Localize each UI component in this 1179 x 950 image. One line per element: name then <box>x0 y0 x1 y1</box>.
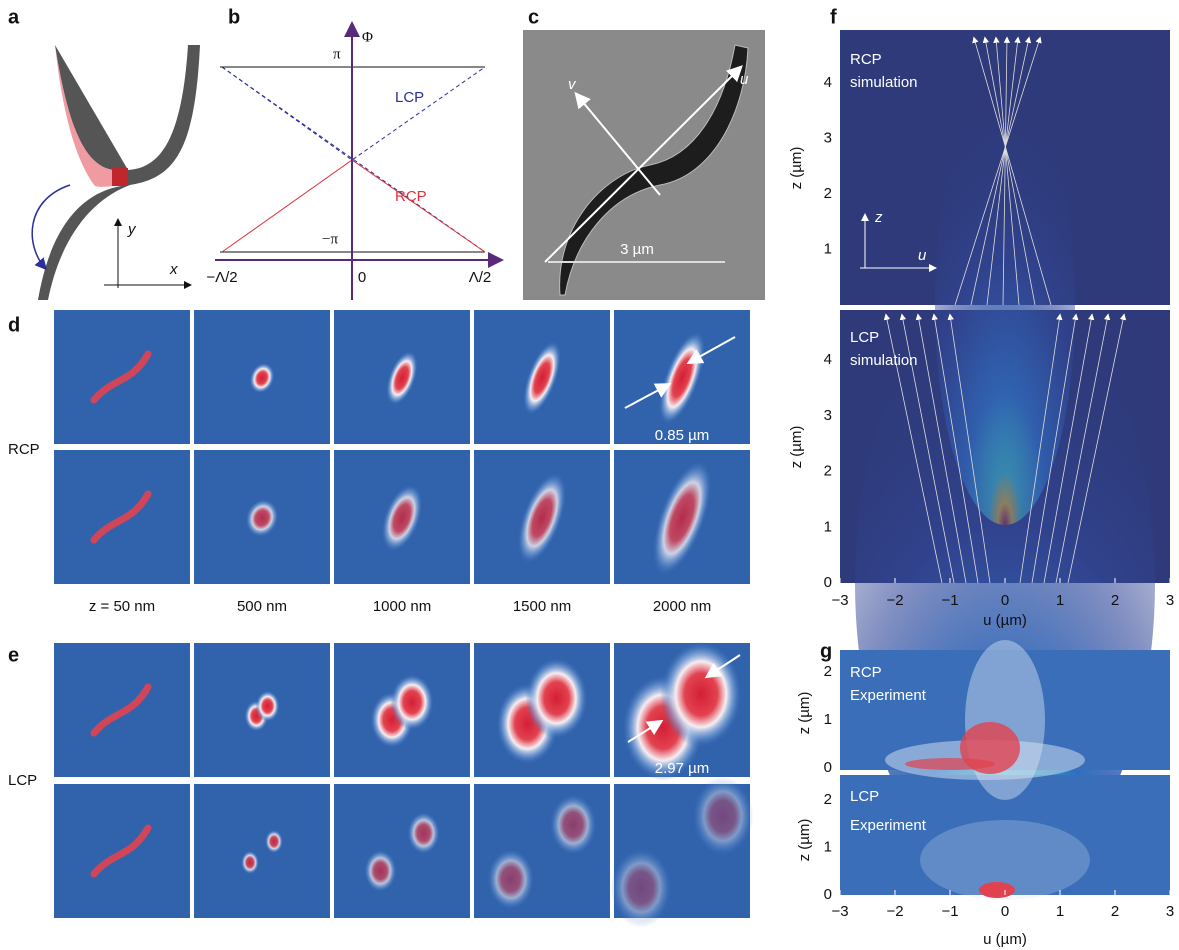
tick-label: 0 <box>824 574 832 591</box>
panel-label: f <box>830 6 837 28</box>
tick-label: 2 <box>1111 592 1119 609</box>
tick-label: 2 <box>1111 903 1119 920</box>
axis-label: y <box>127 221 137 238</box>
caption: 500 nm <box>237 598 287 615</box>
tick-label: 0 <box>1001 903 1009 920</box>
panel-note: simulation <box>850 74 918 91</box>
caption: 1000 nm <box>373 598 431 615</box>
tick-label: −2 <box>886 592 903 609</box>
beam-spot <box>390 674 433 730</box>
axis-label: z <box>874 209 883 226</box>
scale-label: 3 µm <box>620 241 654 258</box>
tick-label: 1 <box>1056 592 1064 609</box>
tick-label: 0 <box>824 759 832 776</box>
beam-spot <box>550 794 597 855</box>
caption: 2000 nm <box>653 598 711 615</box>
figure: a y x b Φ π −π LCP RCP −Λ/2 0 Λ/2 c v u … <box>0 0 1179 950</box>
tick-label: 1 <box>824 518 832 535</box>
tick-label: −3 <box>831 592 848 609</box>
tick-label: 3 <box>1166 592 1174 609</box>
panel-note: Experiment <box>850 687 927 704</box>
tile <box>334 784 470 918</box>
intensity <box>979 882 1015 898</box>
tick-label: 4 <box>824 74 832 91</box>
level-label: −π <box>322 231 338 247</box>
axis-label: Φ <box>362 29 373 45</box>
axis-label: u <box>740 71 749 88</box>
panel-note: RCP <box>850 51 882 68</box>
beam-spot <box>256 691 280 722</box>
panel-label: a <box>8 6 20 28</box>
panel-note: LCP <box>850 788 879 805</box>
caption: z = 50 nm <box>89 598 155 615</box>
tick-label: 0 <box>358 269 366 286</box>
tick-label: 1 <box>1056 903 1064 920</box>
tick-label: 1 <box>824 838 832 855</box>
beam-spot <box>364 850 396 892</box>
size-label: 2.97 µm <box>655 760 710 777</box>
axis-label: u (µm) <box>983 612 1027 629</box>
tick-label: Λ/2 <box>469 269 492 286</box>
lcp-line <box>222 67 485 160</box>
tick-label: 0 <box>1001 592 1009 609</box>
row-label: RCP <box>8 441 40 458</box>
tick-label: −1 <box>941 903 958 920</box>
legend-label: LCP <box>395 89 424 106</box>
panel-label: b <box>228 6 240 28</box>
tick-label: 2 <box>824 463 832 480</box>
size-label: 0.85 µm <box>655 427 710 444</box>
panel-note: RCP <box>850 664 882 681</box>
panel-note: LCP <box>850 329 879 346</box>
panel-label: c <box>528 6 539 28</box>
caption: 1500 nm <box>513 598 571 615</box>
panel-label: e <box>8 644 19 666</box>
intensity <box>905 758 995 770</box>
tick-label: 1 <box>824 711 832 728</box>
axis-label: z (µm) <box>796 692 813 735</box>
axis-label: z (µm) <box>788 426 805 469</box>
tick-label: −1 <box>941 592 958 609</box>
tick-label: 3 <box>824 407 832 424</box>
level-label: π <box>333 46 341 62</box>
tick-label: −2 <box>886 903 903 920</box>
tick-label: 2 <box>824 185 832 202</box>
row-label: LCP <box>8 772 37 789</box>
beam-spot <box>241 851 259 874</box>
tick-label: 3 <box>1166 903 1174 920</box>
axis-label: u <box>918 247 927 264</box>
beam-spot <box>611 848 672 928</box>
beam-spot <box>407 812 439 854</box>
tick-label: 2 <box>824 663 832 680</box>
panel-label: d <box>8 314 20 336</box>
axis-label: x <box>169 261 178 278</box>
highlight <box>112 168 128 186</box>
image-grid <box>54 310 753 927</box>
tick-label: −3 <box>831 903 848 920</box>
panel-label: g <box>820 640 832 662</box>
tick-label: 0 <box>824 886 832 903</box>
sem-image <box>523 30 765 300</box>
beam-spot <box>525 658 587 739</box>
tick-label: −Λ/2 <box>206 269 237 286</box>
tick-label: 2 <box>824 791 832 808</box>
axis-label: z (µm) <box>796 819 813 862</box>
tick-label: 1 <box>824 240 832 257</box>
panel-note: simulation <box>850 352 918 369</box>
rcp-line <box>222 160 485 252</box>
tile <box>194 784 330 918</box>
panel-note: Experiment <box>850 817 927 834</box>
beam-spot <box>692 777 753 857</box>
axis-label: u (µm) <box>983 931 1027 948</box>
tick-label: 3 <box>824 129 832 146</box>
beam-spot <box>487 849 534 910</box>
legend-label: RCP <box>395 188 427 205</box>
beam-spot <box>265 830 283 853</box>
tick-label: 4 <box>824 351 832 368</box>
beam-spot <box>660 641 742 747</box>
axis-label: z (µm) <box>788 147 805 190</box>
